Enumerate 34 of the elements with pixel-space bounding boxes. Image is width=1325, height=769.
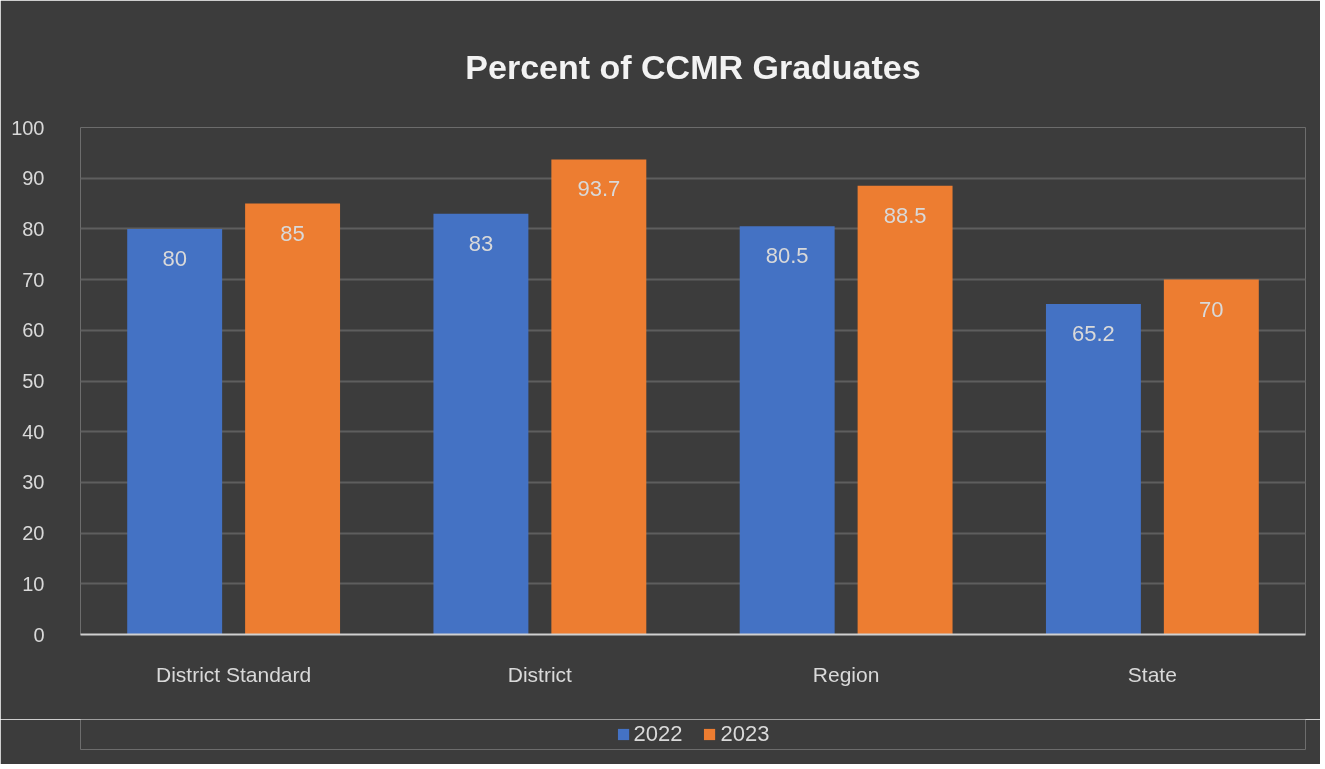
y-tick-label: 40 [22,420,45,443]
data-label: 93.7 [577,176,621,202]
data-label: 85 [280,220,305,246]
data-label: 70 [1199,296,1224,322]
y-tick-label: 50 [22,370,45,392]
bar [245,203,341,635]
legend-label: 2022 [633,721,683,747]
bar [1163,279,1259,635]
y-tick-label: 100 [11,116,45,139]
bar [127,228,223,635]
legend-label: 2023 [720,721,770,747]
bar [857,185,953,635]
bar [1045,303,1141,635]
y-tick-label: 80 [22,217,45,240]
data-label: 88.5 [883,202,927,228]
data-label: 80 [162,245,187,271]
bar [551,159,647,635]
y-tick-label: 90 [22,167,45,190]
x-tick-label: State [1127,662,1177,686]
data-label: 65.2 [1072,320,1115,346]
x-tick-label: Region [812,662,880,686]
chart-title: Percent of CCMR Graduates [465,48,921,86]
y-tick-label: 70 [22,268,45,291]
y-tick-label: 10 [22,572,45,595]
y-tick-label: 30 [22,471,45,494]
y-tick-label: 20 [22,522,45,545]
x-tick-label: District [507,662,573,686]
bar [433,213,529,635]
data-label: 83 [468,230,494,256]
bar [739,226,835,635]
data-label: 80.5 [765,243,809,269]
x-tick-label: District Standard [156,662,312,686]
y-tick-label: 60 [22,319,45,342]
y-tick-label: 0 [33,623,45,646]
